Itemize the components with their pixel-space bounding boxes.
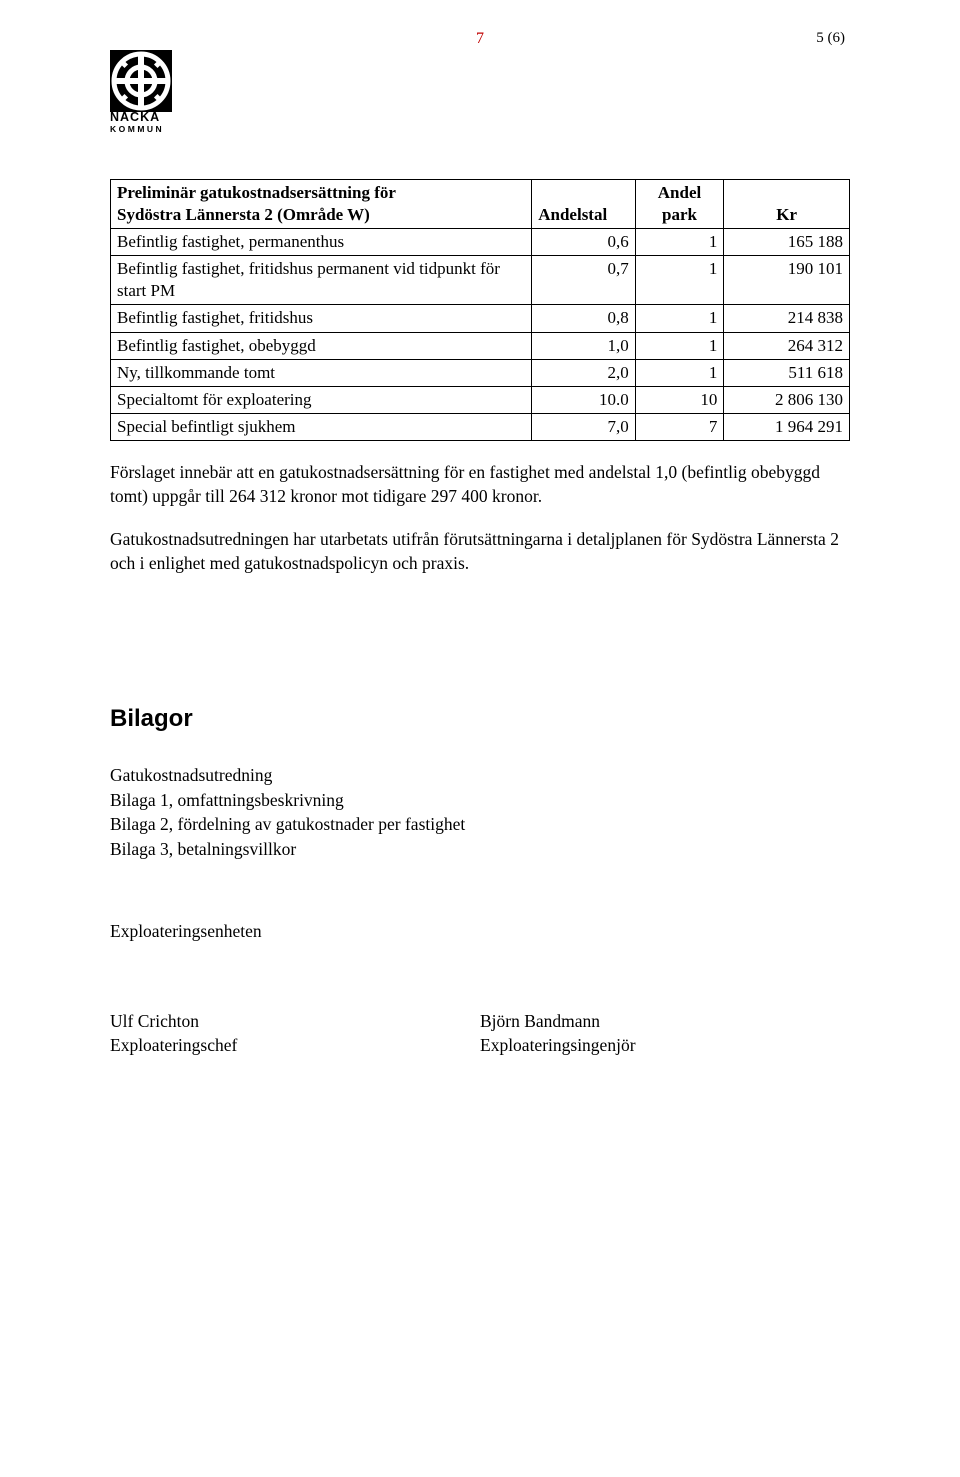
bilagor-item: Gatukostnadsutredning	[110, 763, 850, 788]
signature-left: Ulf Crichton Exploateringschef	[110, 1010, 480, 1057]
bilagor-item: Bilaga 2, fördelning av gatukostnader pe…	[110, 812, 850, 837]
th-andel-line1: Andel	[658, 183, 701, 202]
paragraph-2: Gatukostnadsutredningen har utarbetats u…	[110, 528, 850, 575]
cell-description: Ny, tillkommande tomt	[111, 359, 532, 386]
table-row: Specialtomt för exploatering10.0102 806 …	[111, 386, 850, 413]
cell-kr: 2 806 130	[724, 386, 850, 413]
sig-right-title: Exploateringsingenjör	[480, 1034, 850, 1058]
table-row: Befintlig fastighet, permanenthus0,61165…	[111, 229, 850, 256]
cell-andelstal: 0,6	[532, 229, 635, 256]
cell-description: Special befintligt sjukhem	[111, 413, 532, 440]
signature-row: Ulf Crichton Exploateringschef Björn Ban…	[110, 1010, 850, 1057]
cell-kr: 1 964 291	[724, 413, 850, 440]
cell-description: Befintlig fastighet, fritidshus	[111, 305, 532, 332]
th-kr: Kr	[724, 180, 850, 229]
logo-icon	[110, 50, 172, 112]
bilagor-list: Gatukostnadsutredning Bilaga 1, omfattni…	[110, 763, 850, 861]
table-row: Befintlig fastighet, fritidshus0,81214 8…	[111, 305, 850, 332]
th-desc-line1: Preliminär gatukostnadsersättning för	[117, 183, 396, 202]
cell-andelstal: 2,0	[532, 359, 635, 386]
logo-text-nacka: NACKA	[110, 110, 182, 124]
table-row: Befintlig fastighet, obebyggd1,01264 312	[111, 332, 850, 359]
cell-andelstal: 0,7	[532, 256, 635, 305]
logo-text-kommun: KOMMUN	[110, 124, 182, 134]
nacka-kommun-logo: NACKA KOMMUN	[110, 50, 182, 134]
cell-andel: 1	[635, 332, 724, 359]
cell-kr: 511 618	[724, 359, 850, 386]
cell-andelstal: 10.0	[532, 386, 635, 413]
cell-kr: 264 312	[724, 332, 850, 359]
cell-andel: 10	[635, 386, 724, 413]
th-andel: Andel park	[635, 180, 724, 229]
table-row: Ny, tillkommande tomt2,01511 618	[111, 359, 850, 386]
cell-description: Befintlig fastighet, obebyggd	[111, 332, 532, 359]
cell-description: Befintlig fastighet, permanenthus	[111, 229, 532, 256]
bilagor-item: Bilaga 1, omfattningsbeskrivning	[110, 788, 850, 813]
bilagor-heading: Bilagor	[110, 705, 850, 733]
cell-andel: 1	[635, 305, 724, 332]
table-row: Special befintligt sjukhem7,071 964 291	[111, 413, 850, 440]
paragraph-1: Förslaget innebär att en gatukostnadsers…	[110, 461, 850, 508]
th-desc-line2: Sydöstra Lännersta 2 (Område W)	[117, 205, 370, 224]
exploateringsenheten: Exploateringsenheten	[110, 921, 850, 942]
sig-left-title: Exploateringschef	[110, 1034, 480, 1058]
cell-andelstal: 1,0	[532, 332, 635, 359]
page-number-right: 5 (6)	[816, 30, 845, 47]
sig-left-name: Ulf Crichton	[110, 1010, 480, 1034]
cell-andel: 1	[635, 256, 724, 305]
cell-kr: 165 188	[724, 229, 850, 256]
cell-andel: 1	[635, 229, 724, 256]
bilagor-item: Bilaga 3, betalningsvillkor	[110, 837, 850, 862]
th-andelstal: Andelstal	[532, 180, 635, 229]
th-description: Preliminär gatukostnadsersättning för Sy…	[111, 180, 532, 229]
table-header-row: Preliminär gatukostnadsersättning för Sy…	[111, 180, 850, 229]
cell-andel: 7	[635, 413, 724, 440]
cell-andelstal: 7,0	[532, 413, 635, 440]
cell-description: Specialtomt för exploatering	[111, 386, 532, 413]
cell-kr: 190 101	[724, 256, 850, 305]
cell-kr: 214 838	[724, 305, 850, 332]
th-andel-line2: park	[662, 205, 697, 224]
cell-andel: 1	[635, 359, 724, 386]
sig-right-name: Björn Bandmann	[480, 1010, 850, 1034]
signature-right: Björn Bandmann Exploateringsingenjör	[480, 1010, 850, 1057]
cost-table: Preliminär gatukostnadsersättning för Sy…	[110, 179, 850, 441]
cell-description: Befintlig fastighet, fritidshus permanen…	[111, 256, 532, 305]
cell-andelstal: 0,8	[532, 305, 635, 332]
table-row: Befintlig fastighet, fritidshus permanen…	[111, 256, 850, 305]
